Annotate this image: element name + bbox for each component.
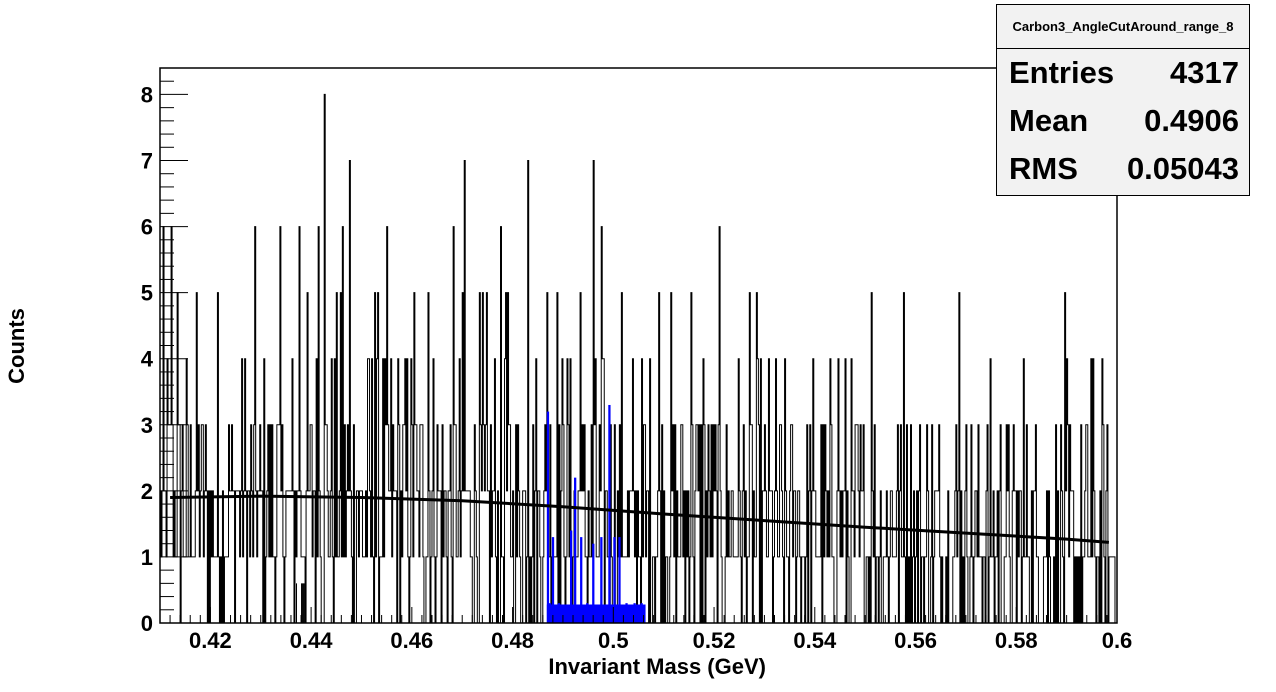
histogram-name: Carbon3_AngleCutAround_range_8: [997, 5, 1249, 49]
x-tick-label: 0.6: [1102, 628, 1133, 653]
histogram-bin: [303, 583, 305, 623]
blue-histogram-bin: [562, 609, 566, 623]
y-tick-label: 1: [141, 545, 153, 570]
histogram-bin: [304, 583, 306, 623]
y-tick-label: 6: [141, 215, 153, 240]
blue-histogram-bin: [608, 404, 611, 623]
histogram-bin: [305, 583, 307, 623]
mean-label: Mean: [1009, 103, 1089, 138]
x-axis-title: Invariant Mass (GeV): [548, 654, 766, 679]
y-tick-label: 4: [141, 347, 154, 372]
blue-histogram-bin: [580, 537, 583, 623]
histogram-bin: [293, 583, 295, 623]
x-tick-label: 0.46: [390, 628, 433, 653]
x-tick-label: 0.54: [793, 628, 837, 653]
blue-histogram-bin: [551, 537, 555, 623]
blue-histogram-bin: [618, 537, 621, 623]
y-tick-label: 2: [141, 479, 153, 504]
blue-histogram-bin: [625, 603, 628, 623]
blue-histogram-floor: [546, 604, 646, 623]
blue-histogram-bin: [569, 530, 573, 623]
mean-value: 0.4906: [1144, 103, 1239, 138]
blue-histogram-bin: [592, 543, 595, 623]
stats-row-mean: Mean 0.4906: [997, 97, 1249, 145]
y-tick-label: 0: [141, 611, 153, 636]
axis-tick-labels: 0.42 0.44 0.46 0.48 0.5 0.52 0.54 0.56 0.58 0.6 0 1…: [141, 82, 1133, 653]
x-tick-label: 0.42: [189, 628, 232, 653]
blue-histogram-bin: [548, 603, 552, 623]
blue-histogram-bin: [600, 537, 603, 623]
rms-label: RMS: [1009, 151, 1078, 186]
blue-histogram-bin: [613, 537, 616, 623]
histogram-bin: [301, 583, 303, 623]
stats-row-rms: RMS 0.05043: [997, 145, 1249, 193]
blue-signal-histogram: [546, 404, 646, 623]
blue-histogram-bin: [633, 603, 636, 623]
blue-histogram-bin: [546, 411, 550, 623]
rms-value: 0.05043: [1126, 151, 1239, 186]
axis-ticks: [159, 80, 1118, 624]
blue-histogram-bin: [640, 603, 643, 623]
x-tick-label: 0.52: [693, 628, 736, 653]
x-tick-label: 0.48: [491, 628, 534, 653]
x-tick-label: 0.44: [290, 628, 334, 653]
blue-histogram-bin: [554, 609, 558, 623]
y-tick-label: 7: [141, 149, 153, 174]
blue-histogram-bin: [586, 603, 589, 623]
y-tick-label: 5: [141, 281, 153, 306]
fit-curve: [170, 494, 1110, 544]
stats-row-entries: Entries 4317: [997, 49, 1249, 97]
x-tick-label: 0.56: [894, 628, 937, 653]
y-tick-label: 8: [141, 82, 153, 107]
blue-histogram-bin: [574, 477, 577, 623]
y-tick-label: 3: [141, 413, 153, 438]
entries-value: 4317: [1170, 55, 1239, 90]
stats-box: Carbon3_AngleCutAround_range_8 Entries 4…: [996, 4, 1250, 196]
entries-label: Entries: [1009, 55, 1115, 90]
x-tick-label: 0.5: [598, 628, 629, 653]
histogram-outline: [159, 93, 1117, 624]
histogram-bin: [302, 583, 304, 623]
y-axis-title: Counts: [4, 308, 29, 384]
black-histogram: [159, 93, 1117, 624]
blue-histogram-bin: [557, 603, 561, 623]
histogram-bin: [295, 583, 298, 623]
x-tick-label: 0.58: [995, 628, 1038, 653]
